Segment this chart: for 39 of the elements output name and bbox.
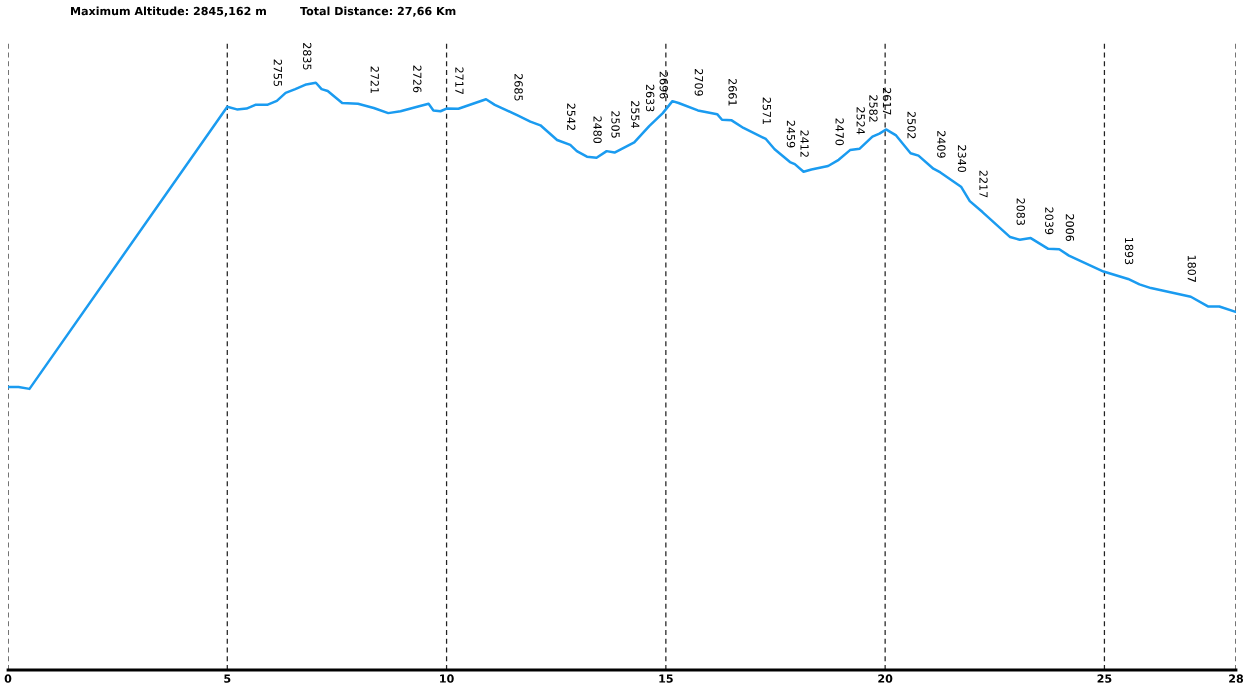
data-label: 2717 bbox=[455, 67, 464, 94]
data-label: 2039 bbox=[1045, 207, 1054, 235]
data-label: 2470 bbox=[835, 118, 844, 146]
x-tick-label: 10 bbox=[440, 674, 454, 683]
data-label: 2835 bbox=[303, 43, 312, 70]
data-label: 2502 bbox=[907, 111, 916, 139]
data-label: 2083 bbox=[1016, 198, 1025, 225]
data-label: 2571 bbox=[762, 97, 772, 125]
x-tick-label: 5 bbox=[224, 674, 231, 683]
data-label: 2582 bbox=[869, 95, 878, 122]
text: Total Distance: 27,66 Km bbox=[300, 6, 456, 17]
x-tick-label: 0 bbox=[4, 674, 12, 683]
data-label: 1893 bbox=[1124, 238, 1134, 265]
data-label: 2542 bbox=[567, 103, 576, 130]
data-label: 2633 bbox=[645, 84, 655, 112]
data-label: 2480 bbox=[593, 116, 602, 144]
x-tick-label: 15 bbox=[659, 674, 673, 683]
data-label: 2661 bbox=[728, 79, 737, 106]
data-label: 2340 bbox=[957, 145, 967, 173]
x-tick-label: 28 bbox=[1229, 674, 1244, 683]
data-label: 2726 bbox=[413, 65, 422, 93]
data-label: 2524 bbox=[856, 107, 865, 135]
data-label: 2217 bbox=[979, 170, 988, 198]
data-label: 2721 bbox=[370, 66, 379, 94]
data-label: 2412 bbox=[800, 130, 809, 157]
data-label: 2409 bbox=[937, 131, 946, 158]
data-label: 2617 bbox=[882, 88, 892, 115]
data-label: 2554 bbox=[631, 101, 640, 128]
data-label: 2459 bbox=[786, 120, 796, 148]
data-label: 2755 bbox=[273, 59, 283, 87]
data-label: 2696 bbox=[659, 71, 668, 99]
x-tick-label: 25 bbox=[1097, 674, 1112, 683]
text: Maximum Altitude: 2845,162 m bbox=[71, 6, 266, 17]
data-label: 2685 bbox=[514, 74, 523, 101]
data-label: 1807 bbox=[1187, 255, 1197, 282]
data-label: 2006 bbox=[1065, 214, 1075, 242]
data-label: 2505 bbox=[611, 111, 620, 138]
data-label: 2709 bbox=[694, 69, 704, 96]
x-tick-label: 20 bbox=[878, 674, 893, 683]
